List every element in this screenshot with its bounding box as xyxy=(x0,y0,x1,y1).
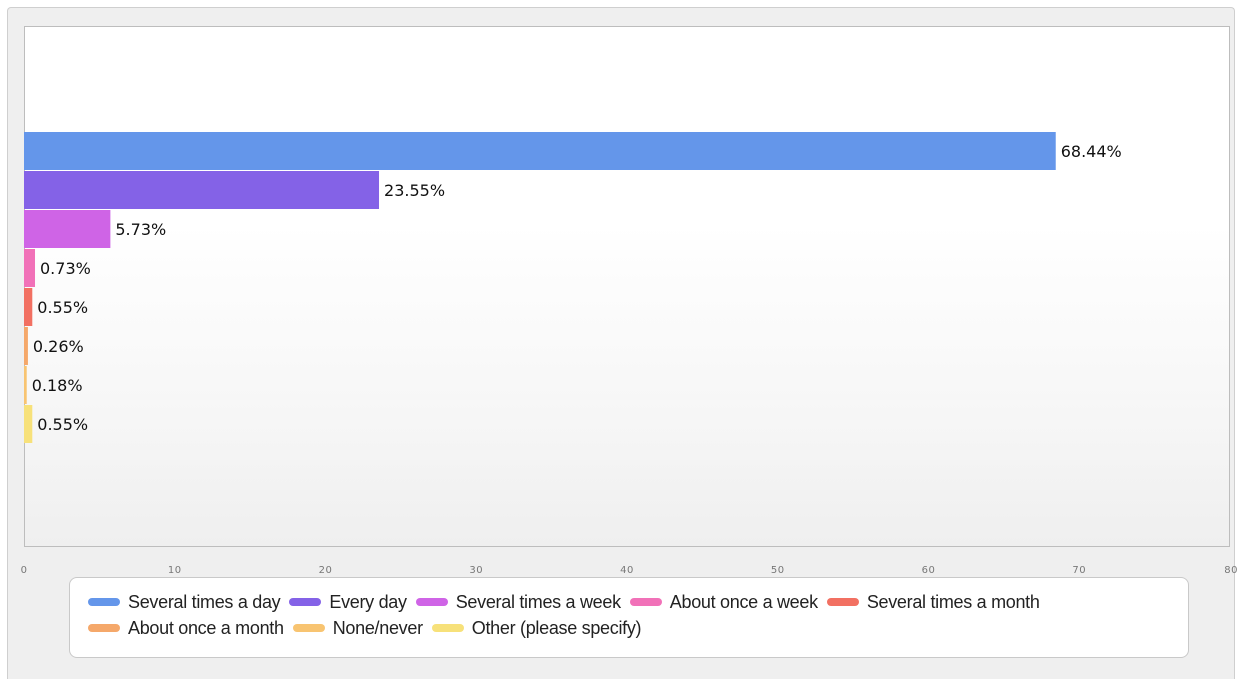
data-label-every-day: 23.55% xyxy=(384,181,445,200)
legend-item-several-times-a-week: Several times a week xyxy=(415,591,621,613)
bar-every-day xyxy=(24,171,380,209)
x-tick-label: 0 xyxy=(21,565,28,576)
legend-label: Several times a week xyxy=(455,591,621,612)
legend-label: Other (please specify) xyxy=(471,617,642,638)
x-tick-label: 40 xyxy=(620,565,634,576)
bar-chart: 68.44% 23.55% 5.73% 0.73% 0.55% 0.26% 0.18% 0.5… xyxy=(21,132,1238,576)
legend-swatch xyxy=(88,624,120,632)
bar-other-please-specify xyxy=(24,405,33,443)
x-tick-label: 20 xyxy=(319,565,333,576)
x-tick-label: 50 xyxy=(771,565,785,576)
data-label-several-times-a-week: 5.73% xyxy=(115,220,166,239)
data-label-about-once-a-week: 0.73% xyxy=(40,259,91,278)
bar-several-times-a-day xyxy=(24,132,1056,170)
legend-swatch xyxy=(88,598,120,606)
legend-label: About once a month xyxy=(128,617,284,638)
bar-about-once-a-week xyxy=(24,249,36,287)
legend-label: About once a week xyxy=(669,591,818,612)
legend-label: Every day xyxy=(329,591,407,612)
x-tick-label: 80 xyxy=(1224,565,1238,576)
legend-swatch xyxy=(289,598,322,606)
data-label-about-once-a-month: 0.26% xyxy=(33,337,84,356)
legend-item-several-times-a-month: Several times a month xyxy=(826,591,1040,613)
legend-swatch xyxy=(415,598,448,606)
legend-label: Several times a month xyxy=(866,591,1040,612)
legend-swatch xyxy=(292,624,325,632)
data-label-several-times-a-day: 68.44% xyxy=(1061,142,1122,161)
legend-swatch xyxy=(826,598,859,606)
legend-label: None/never xyxy=(332,617,423,638)
bar-several-times-a-week xyxy=(24,210,111,248)
x-tick-label: 30 xyxy=(469,565,483,576)
legend: Several times a day Every day Several time… xyxy=(69,577,1189,658)
bar-several-times-a-month xyxy=(24,288,33,326)
legend-swatch xyxy=(431,624,464,632)
bar-about-once-a-month xyxy=(24,327,28,365)
legend-item-none-never: None/never xyxy=(292,617,423,639)
data-label-none-never: 0.18% xyxy=(32,376,83,395)
legend-label: Several times a day xyxy=(128,591,281,612)
legend-item-other-please-specify: Other (please specify) xyxy=(431,617,642,639)
legend-item-about-once-a-week: About once a week xyxy=(629,591,818,613)
legend-item-every-day: Every day xyxy=(289,591,407,613)
x-tick-label: 60 xyxy=(922,565,936,576)
legend-item-several-times-a-day: Several times a day xyxy=(88,591,281,613)
legend-swatch xyxy=(629,598,662,606)
data-label-several-times-a-month: 0.55% xyxy=(37,298,88,317)
x-tick-label: 10 xyxy=(168,565,182,576)
data-label-other-please-specify: 0.55% xyxy=(37,415,88,434)
plot-area xyxy=(24,26,1230,547)
x-tick-label: 70 xyxy=(1072,565,1086,576)
bar-none-never xyxy=(24,366,27,404)
legend-item-about-once-a-month: About once a month xyxy=(88,617,284,639)
